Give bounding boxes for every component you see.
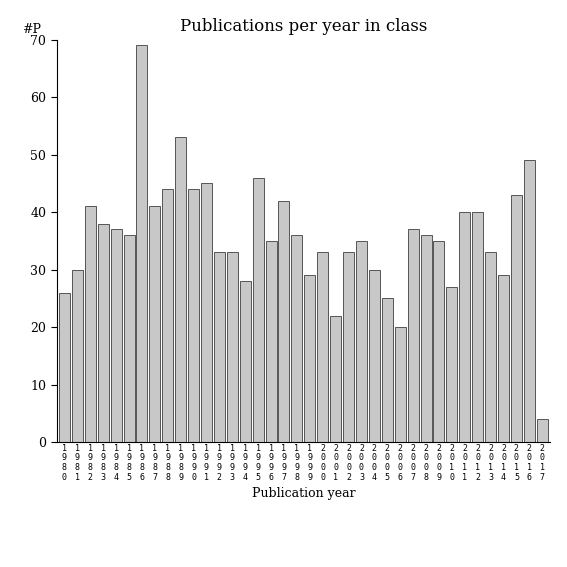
Bar <box>149 206 160 442</box>
Bar <box>137 45 147 442</box>
X-axis label: Publication year: Publication year <box>252 487 355 500</box>
Bar <box>408 230 418 442</box>
Bar <box>382 298 393 442</box>
Bar <box>175 137 186 442</box>
Bar <box>188 189 199 442</box>
Bar <box>304 276 315 442</box>
Bar <box>72 270 83 442</box>
Bar <box>498 276 509 442</box>
Bar <box>459 212 470 442</box>
Bar <box>265 241 277 442</box>
Bar <box>472 212 483 442</box>
Title: Publications per year in class: Publications per year in class <box>180 18 427 35</box>
Bar <box>330 316 341 442</box>
Bar <box>291 235 302 442</box>
Bar <box>162 189 174 442</box>
Bar <box>485 252 496 442</box>
Bar <box>524 160 535 442</box>
Bar <box>537 419 548 442</box>
Bar <box>227 252 238 442</box>
Bar <box>59 293 70 442</box>
Bar <box>395 327 405 442</box>
Bar <box>124 235 134 442</box>
Bar <box>98 224 109 442</box>
Text: #P: #P <box>22 23 41 36</box>
Bar <box>201 184 212 442</box>
Bar <box>446 287 458 442</box>
Bar <box>85 206 96 442</box>
Bar <box>356 241 367 442</box>
Bar <box>369 270 380 442</box>
Bar <box>511 195 522 442</box>
Bar <box>214 252 225 442</box>
Bar <box>433 241 445 442</box>
Bar <box>317 252 328 442</box>
Bar <box>253 177 264 442</box>
Bar <box>278 201 290 442</box>
Bar <box>240 281 251 442</box>
Bar <box>421 235 431 442</box>
Bar <box>111 230 121 442</box>
Bar <box>343 252 354 442</box>
